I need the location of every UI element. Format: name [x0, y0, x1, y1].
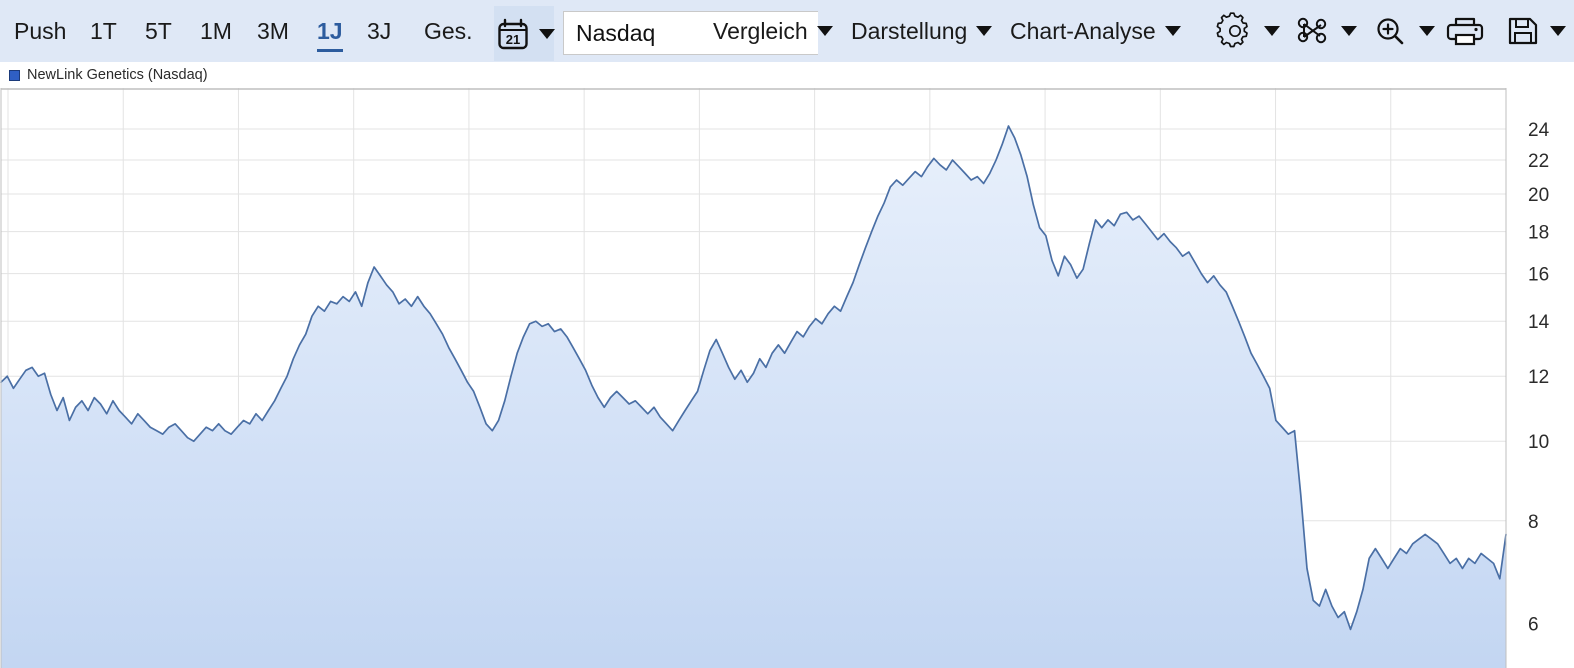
y-axis-tick-label: 16	[1528, 265, 1549, 286]
compare-search-input[interactable]: Nasdaq	[563, 11, 818, 55]
range-3m[interactable]: 3M	[257, 0, 289, 62]
range-label: 5T	[145, 17, 172, 44]
chevron-down-icon	[816, 26, 833, 36]
range-3j[interactable]: 3J	[367, 0, 391, 62]
chevron-down-icon	[1341, 26, 1357, 36]
chevron-down-icon	[1164, 26, 1181, 36]
range-label: 1J	[317, 17, 343, 44]
chevron-down-icon	[976, 26, 993, 36]
y-axis-tick-label: 8	[1528, 512, 1539, 533]
series-line	[0, 125, 1507, 631]
menu-label: Darstellung	[851, 17, 968, 44]
chevron-down-icon	[1550, 26, 1566, 36]
y-axis-tick-label: 6	[1528, 614, 1539, 635]
share-nodes-icon	[1292, 11, 1332, 51]
save-floppy-icon	[1505, 11, 1541, 51]
y-axis-tick-label: 22	[1528, 151, 1549, 172]
y-axis-tick-label: 18	[1528, 223, 1549, 244]
chart-legend: NewLink Genetics (Nasdaq)	[0, 62, 1574, 88]
y-axis-tick-label: 12	[1528, 367, 1549, 388]
zoom-button[interactable]	[1370, 0, 1435, 62]
chevron-down-icon	[1419, 26, 1435, 36]
menu-label: Vergleich	[713, 17, 808, 44]
range-label: 3J	[367, 17, 392, 44]
y-axis-tick-label: 10	[1528, 432, 1549, 453]
chart-canvas[interactable]: 6 8 10 12 14 16 18 20 22 24	[0, 88, 1574, 668]
compare-input-value: Nasdaq	[576, 19, 656, 46]
legend-series-label: NewLink Genetics (Nasdaq)	[27, 67, 208, 83]
calendar-21-icon: 21	[496, 17, 530, 51]
menu-label: Chart-Analyse	[1010, 17, 1156, 44]
range-ges[interactable]: Ges.	[424, 0, 473, 62]
push-label: Push	[14, 17, 67, 44]
range-1j[interactable]: 1J	[317, 0, 343, 62]
legend-color-swatch	[9, 69, 20, 81]
printer-icon	[1444, 11, 1486, 51]
save-button[interactable]	[1505, 0, 1566, 62]
chevron-down-icon	[539, 28, 555, 39]
settings-button[interactable]	[1215, 0, 1280, 62]
range-label: 3M	[257, 17, 289, 44]
chart-toolbar: Push 1T 5T 1M 3M 1J 3J Ges.	[0, 0, 1574, 62]
menu-vergleich[interactable]: Vergleich	[713, 0, 833, 62]
zoom-in-icon	[1370, 11, 1410, 51]
menu-darstellung[interactable]: Darstellung	[851, 0, 993, 62]
push-button[interactable]: Push	[14, 0, 66, 62]
range-5t[interactable]: 5T	[145, 0, 172, 62]
y-axis-tick-label: 24	[1528, 120, 1550, 141]
range-1t[interactable]: 1T	[90, 0, 117, 62]
menu-chart-analyse[interactable]: Chart-Analyse	[1010, 0, 1181, 62]
price-chart[interactable]: 6 8 10 12 14 16 18 20 22 24	[0, 88, 1574, 668]
series-area-fill	[1, 126, 1506, 668]
y-axis-tick-label: 14	[1528, 312, 1550, 333]
range-label: Ges.	[424, 17, 473, 44]
print-button[interactable]	[1444, 0, 1486, 62]
gear-icon	[1215, 11, 1255, 51]
y-axis-tick-label: 20	[1528, 185, 1549, 206]
range-label: 1M	[200, 17, 232, 44]
range-label: 1T	[90, 17, 117, 44]
share-button[interactable]	[1292, 0, 1357, 62]
svg-text:21: 21	[506, 32, 520, 47]
range-1m[interactable]: 1M	[200, 0, 232, 62]
calendar-picker-button[interactable]: 21	[494, 6, 555, 61]
chevron-down-icon	[1264, 26, 1280, 36]
